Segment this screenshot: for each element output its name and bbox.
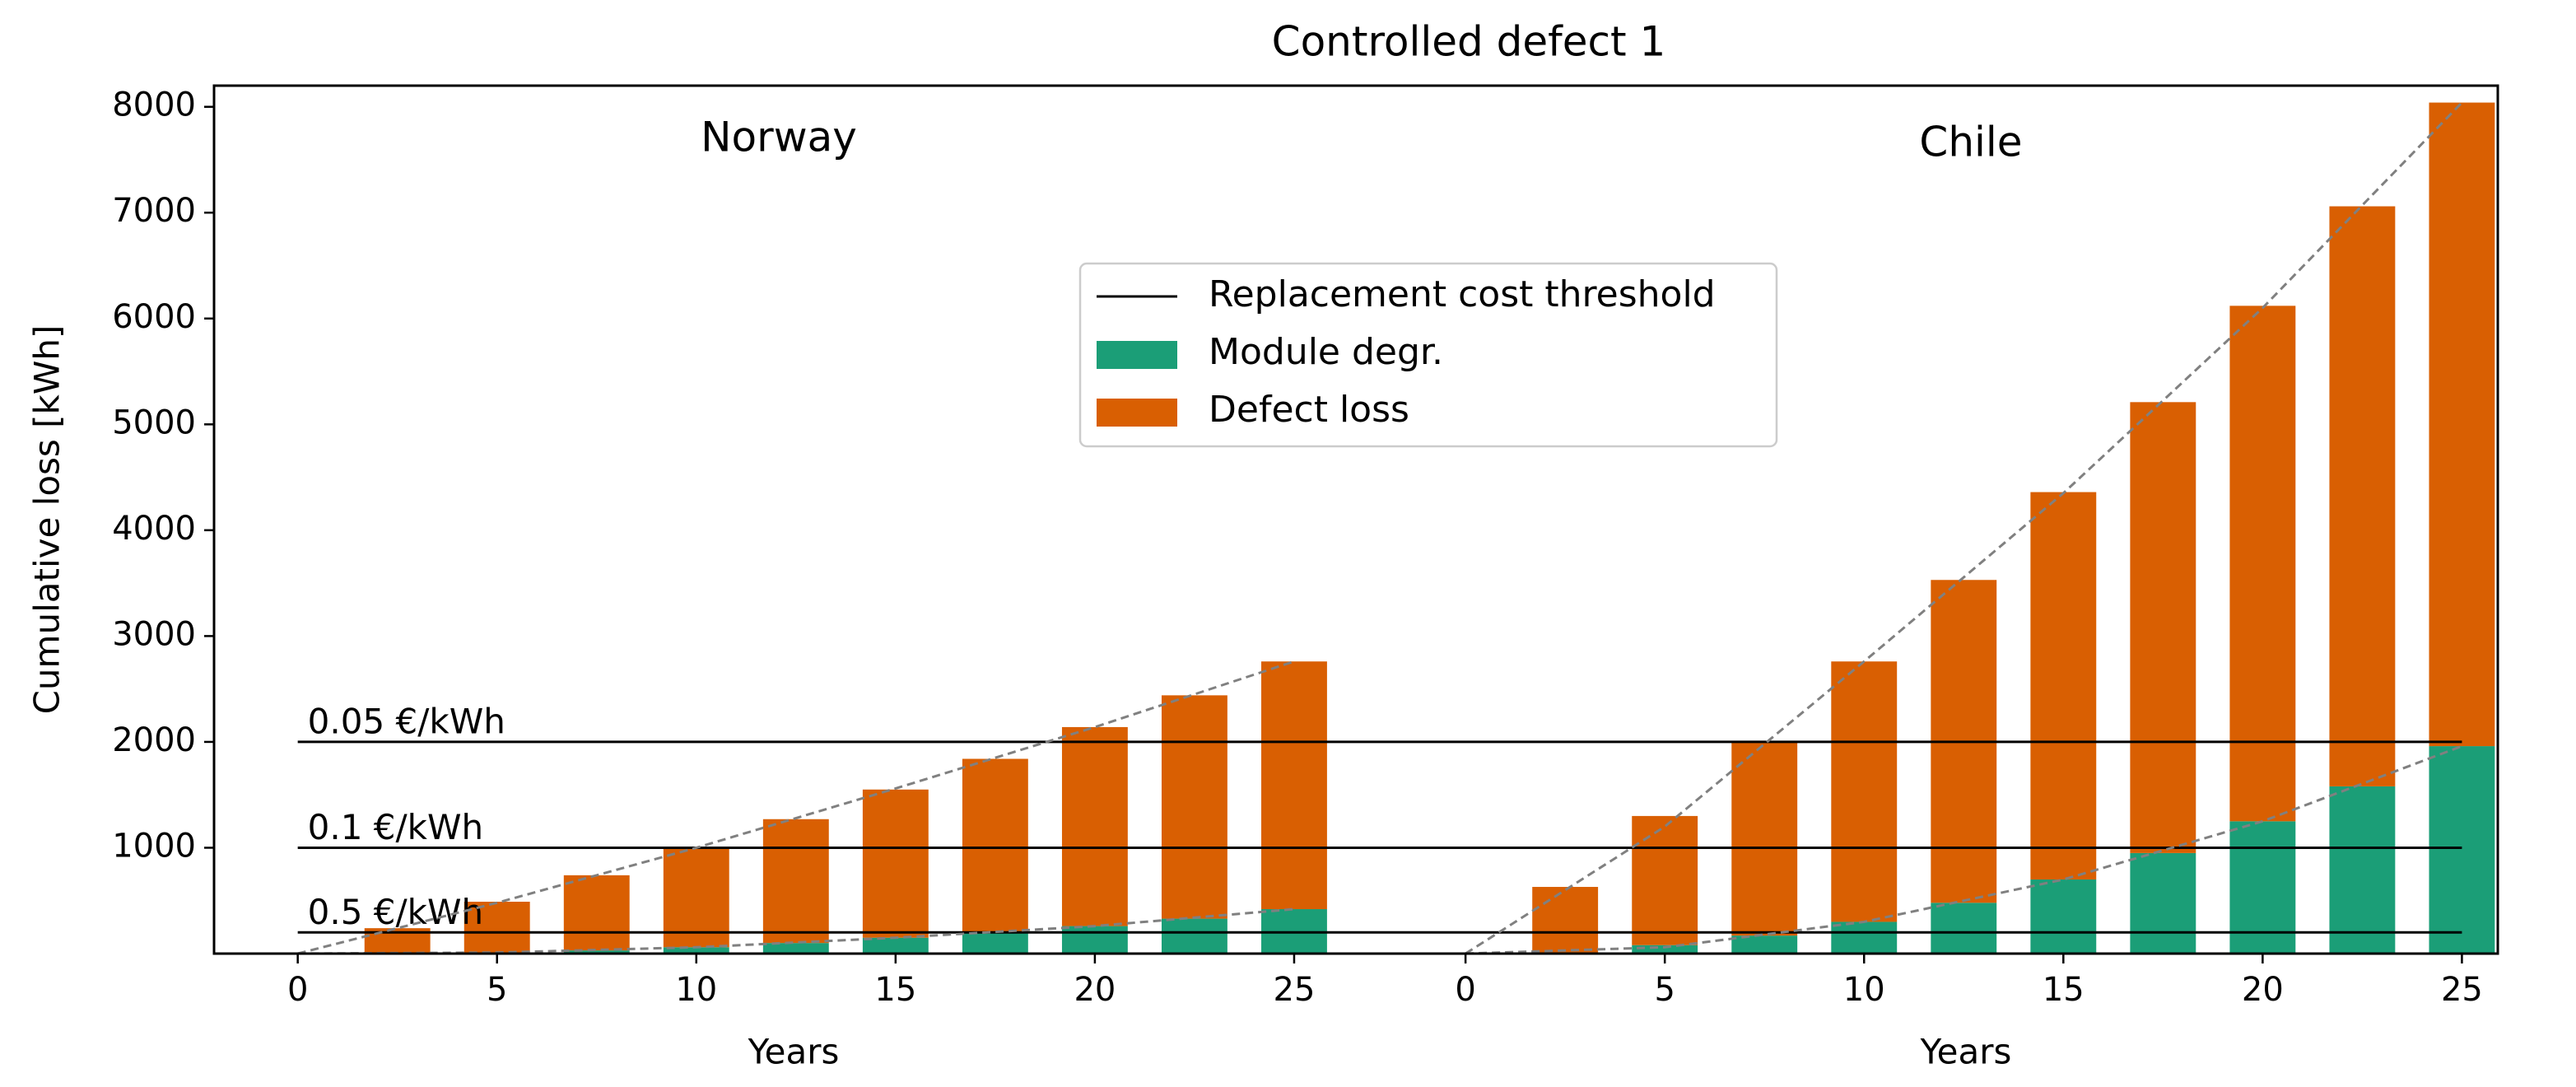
bar-segment: [862, 789, 929, 938]
trend-line: [1465, 744, 2462, 955]
x-tick-label: 15: [2043, 971, 2085, 1009]
y-tick-label: 4000: [112, 510, 196, 548]
x-tick-label: 10: [1843, 971, 1885, 1009]
legend-box: [1078, 262, 1778, 448]
bar-segment: [2130, 402, 2196, 853]
bar-segment: [1632, 945, 1698, 954]
bar-segment: [563, 875, 630, 951]
bar-segment: [2429, 746, 2495, 954]
bar-segment: [2130, 852, 2196, 954]
y-tick-label: 7000: [112, 192, 196, 230]
plot-frame: [212, 84, 2499, 955]
bar-segment: [2229, 821, 2296, 954]
bar-segment: [762, 819, 829, 944]
threshold-label: 0.05 €/kWh: [308, 701, 505, 741]
bar-segment: [1161, 918, 1227, 954]
bar-segment: [2429, 102, 2495, 747]
legend-swatch: [1097, 341, 1177, 369]
y-tick-label: 6000: [112, 298, 196, 336]
bar-segment: [1261, 661, 1327, 910]
bar-segment: [2030, 879, 2097, 954]
bar-segment: [463, 902, 530, 953]
legend-label: Replacement cost threshold: [1209, 273, 1716, 315]
bar-segment: [1532, 887, 1599, 954]
bar-segment: [663, 947, 729, 954]
legend: Replacement cost threshold Module degr. De…: [1078, 262, 1778, 448]
bar-segment: [1061, 726, 1128, 926]
bar-segment: [962, 932, 1028, 954]
bar-segment: [962, 758, 1028, 933]
bar-segment: [1831, 921, 1898, 954]
bar-segment: [2030, 492, 2097, 880]
y-tick-label: 8000: [112, 86, 196, 124]
panel-label: Chile: [1919, 119, 2022, 166]
bar-segment: [2329, 786, 2396, 954]
y-tick-label: 5000: [112, 404, 196, 441]
y-tick-label: 2000: [112, 721, 196, 759]
threshold-label: 0.5 €/kWh: [308, 892, 484, 932]
bar-segment: [2329, 206, 2396, 786]
panel-label: Norway: [701, 114, 857, 161]
x-tick-label: 15: [874, 971, 916, 1009]
bar-segment: [663, 847, 729, 948]
y-axis-label: Cumulative loss [kWh]: [27, 325, 68, 715]
threshold-label: 0.1 €/kWh: [308, 807, 484, 847]
bar-segment: [1061, 926, 1128, 954]
x-axis-label: Years: [1920, 1032, 2012, 1072]
bar-segment: [1632, 815, 1698, 945]
x-tick-label: 25: [1274, 971, 1316, 1009]
bar-segment: [1161, 695, 1227, 919]
y-tick-label: 3000: [112, 615, 196, 653]
chart-title: Controlled defect 1: [1272, 18, 1666, 66]
bar-segment: [1931, 903, 1997, 954]
x-tick-label: 20: [2242, 971, 2284, 1009]
bar-segment: [1731, 935, 1798, 954]
trend-line: [1465, 101, 2463, 955]
x-tick-label: 0: [1455, 971, 1475, 1009]
bar-segment: [563, 950, 630, 954]
legend-swatch: [1097, 399, 1177, 427]
legend-label: Module degr.: [1209, 331, 1443, 373]
trend-line: [297, 660, 1295, 955]
bar-segment: [762, 943, 829, 954]
x-tick-label: 10: [675, 971, 717, 1009]
x-tick-label: 25: [2441, 971, 2483, 1009]
x-axis-label: Years: [748, 1032, 840, 1072]
x-tick-label: 0: [287, 971, 308, 1009]
x-tick-label: 5: [1654, 971, 1675, 1009]
legend-label: Defect loss: [1209, 389, 1409, 431]
bar-segment: [862, 937, 929, 954]
bar-segment: [1731, 741, 1798, 936]
y-tick-label: 1000: [112, 827, 196, 865]
bar-segment: [1831, 661, 1898, 922]
bar-segment: [2229, 306, 2296, 822]
x-tick-label: 5: [487, 971, 507, 1009]
x-tick-label: 20: [1074, 971, 1116, 1009]
